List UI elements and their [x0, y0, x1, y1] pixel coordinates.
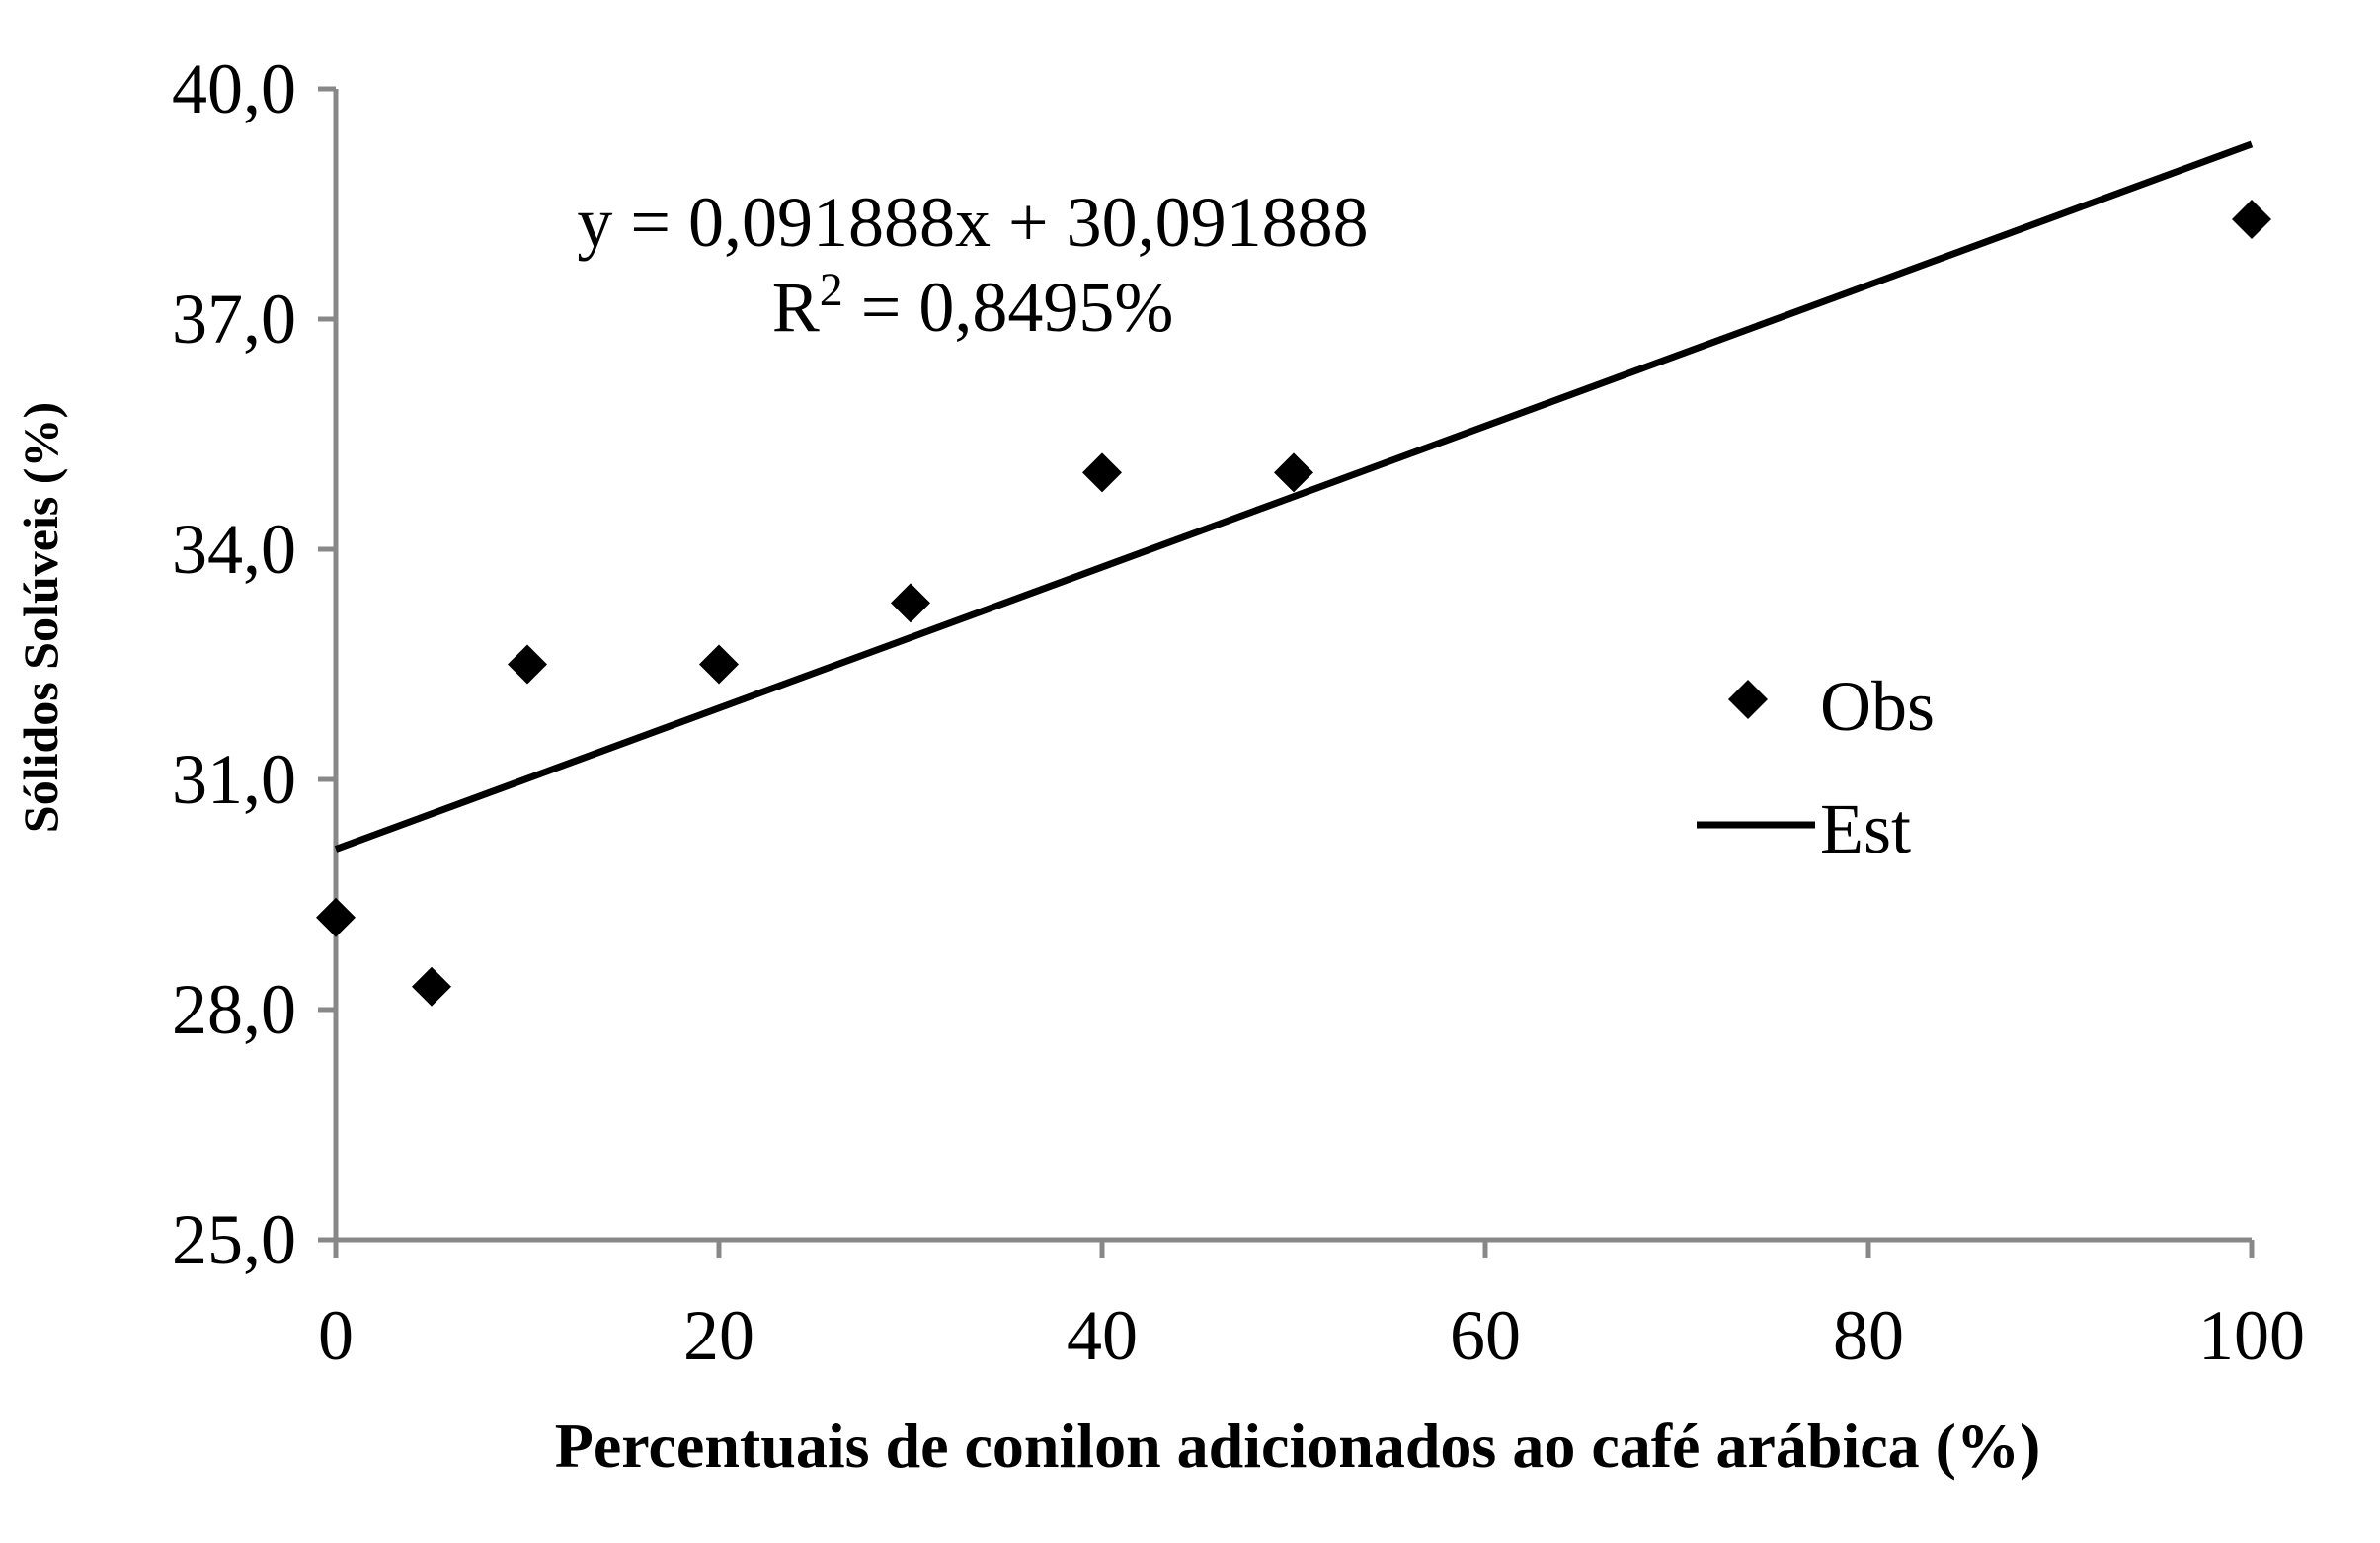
x-tick-label: 20	[683, 1296, 754, 1375]
x-tick-label: 100	[2198, 1296, 2305, 1375]
y-tick-label: 31,0	[172, 740, 296, 819]
obs-point	[699, 644, 739, 685]
y-tick-label: 37,0	[172, 280, 296, 359]
obs-point	[2232, 200, 2271, 240]
y-tick-label: 25,0	[172, 1200, 296, 1279]
x-axis-title: Percentuais de conilon adicionados ao ca…	[555, 1411, 2041, 1481]
obs-point	[508, 644, 547, 685]
axes	[318, 86, 2255, 1258]
equation-label: y = 0,091888x + 30,091888	[577, 183, 1368, 262]
x-tick-label: 80	[1833, 1296, 1904, 1375]
obs-point	[316, 897, 356, 937]
r2-label: R2 = 0,8495%	[772, 264, 1174, 347]
legend-obs-marker	[1728, 680, 1768, 719]
est-regression-line	[334, 140, 2254, 853]
obs-point	[1274, 452, 1313, 493]
obs-point	[1082, 452, 1122, 493]
x-tick-label: 40	[1067, 1296, 1138, 1375]
tick-labels: 25,0 28,0 31,0 34,0 37,0 40,0 0 20 40 60 80 100	[172, 49, 2305, 1375]
x-tick-label: 60	[1450, 1296, 1521, 1375]
legend: Obs Est	[1697, 667, 1935, 868]
y-axis-title: Sólidos Solúveis (%)	[13, 402, 68, 833]
y-tick-label: 40,0	[172, 49, 296, 128]
legend-est-label: Est	[1820, 789, 1911, 868]
x-tick-label: 0	[318, 1296, 354, 1375]
legend-obs-label: Obs	[1820, 667, 1935, 746]
obs-point	[891, 583, 930, 623]
obs-point	[412, 966, 451, 1007]
y-tick-label: 34,0	[172, 510, 296, 589]
y-tick-label: 28,0	[172, 970, 296, 1049]
data-marks	[316, 140, 2271, 1007]
